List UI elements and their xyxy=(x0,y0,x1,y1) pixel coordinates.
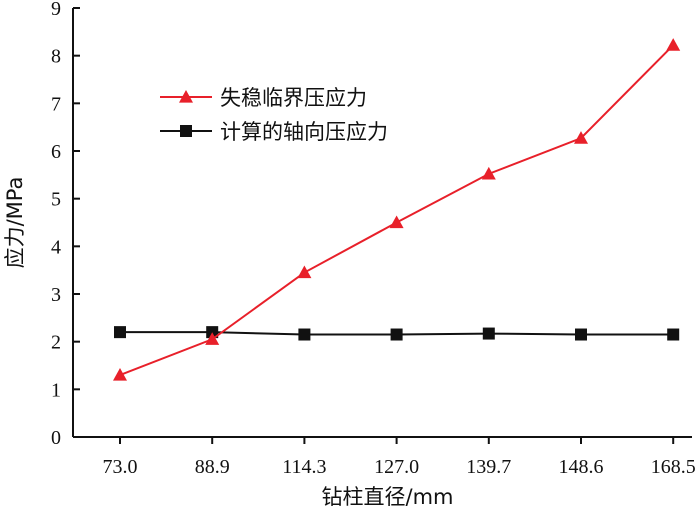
y-tick-label: 1 xyxy=(51,379,61,401)
x-tick-label: 168.5 xyxy=(651,456,696,478)
legend-marker xyxy=(179,90,193,103)
y-tick-label: 7 xyxy=(51,93,61,115)
x-tick-label: 127.0 xyxy=(374,456,419,478)
legend-label: 计算的轴向压应力 xyxy=(220,120,388,144)
x-axis-label: 钻柱直径/mm xyxy=(322,485,454,509)
data-point-1 xyxy=(206,326,219,339)
data-point-0 xyxy=(666,38,681,51)
data-point-1 xyxy=(575,328,587,341)
data-point-1 xyxy=(114,326,126,339)
data-point-0 xyxy=(389,215,404,229)
y-tick-label: 8 xyxy=(51,46,61,68)
y-tick-label: 3 xyxy=(51,284,61,306)
x-tick-label: 73.0 xyxy=(103,456,138,478)
x-tick-label: 148.6 xyxy=(559,456,604,478)
y-tick-label: 5 xyxy=(51,189,61,211)
y-tick-label: 6 xyxy=(51,141,61,163)
series-line-0 xyxy=(119,44,674,376)
x-tick-label: 88.9 xyxy=(195,456,230,478)
data-point-0 xyxy=(481,166,496,180)
y-tick-label: 0 xyxy=(51,427,61,449)
y-tick-label: 9 xyxy=(51,0,61,20)
x-tick-group: 73.0 88.9 114.3 127.0 139.7 148.6 168.5 xyxy=(103,437,696,478)
axes xyxy=(72,8,692,438)
series-layer xyxy=(113,38,681,381)
data-point-0 xyxy=(297,265,312,279)
data-point-0 xyxy=(574,131,588,144)
data-point-1 xyxy=(390,328,403,341)
legend-label: 失稳临界压应力 xyxy=(220,86,367,110)
data-point-1 xyxy=(298,328,311,341)
x-tick-label: 139.7 xyxy=(466,456,511,478)
y-tick-label: 4 xyxy=(51,236,61,258)
y-tick-label: 2 xyxy=(51,332,61,354)
data-point-0 xyxy=(113,368,127,381)
y-axis-label: 应力/MPa xyxy=(3,177,27,269)
data-point-1 xyxy=(667,328,680,341)
legend-marker xyxy=(180,125,192,137)
data-point-0 xyxy=(205,332,220,345)
y-tick-group: 0 1 2 3 4 5 6 7 8 9 xyxy=(51,0,80,449)
data-point-1 xyxy=(482,327,495,340)
x-tick-label: 114.3 xyxy=(282,456,326,478)
